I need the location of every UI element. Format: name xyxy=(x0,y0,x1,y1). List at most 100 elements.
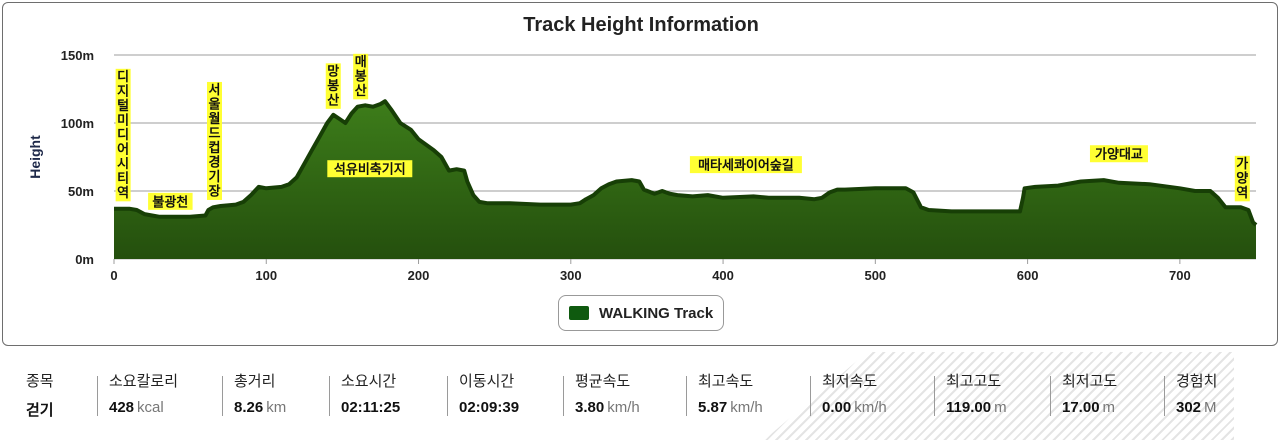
stat-unit: km/h xyxy=(730,399,763,416)
stat-item: 이동시간 02:09:39 xyxy=(447,370,519,422)
annotation-bg xyxy=(689,156,802,174)
x-tick-label: 600 xyxy=(1017,268,1039,283)
annotation-bg xyxy=(353,53,369,100)
stat-label: 경험치 xyxy=(1176,373,1218,390)
stat-label: 최고고도 xyxy=(946,373,1002,390)
stat-unit: km xyxy=(266,399,287,416)
stat-separator xyxy=(447,376,448,416)
y-tick-label: 150m xyxy=(61,48,94,63)
stat-separator xyxy=(97,376,98,416)
stat-value: 8.26 xyxy=(234,399,264,416)
stat-value: 02:09:39 xyxy=(459,399,520,416)
stat-item: 총거리 8.26 km xyxy=(222,370,286,422)
annotation-label: 석유비축기지 xyxy=(334,162,406,177)
stat-value-row: 17.00 m xyxy=(1062,399,1117,416)
stat-item: 최고고도 119.00 m xyxy=(934,370,1007,422)
x-tick-label: 400 xyxy=(712,268,734,283)
stat-separator xyxy=(1050,376,1051,416)
stat-value-row: 걷기 xyxy=(26,399,54,420)
annotation-bg xyxy=(1089,145,1148,163)
stat-label: 최저속도 xyxy=(822,373,878,390)
stat-value-row: 02:11:25 xyxy=(341,399,400,416)
annotation-label: 불광천 xyxy=(152,194,188,209)
elevation-area xyxy=(114,101,1256,259)
stat-label: 평균속도 xyxy=(575,373,631,390)
annotation-bg xyxy=(327,160,413,178)
annotation-label: 매타세콰이어숲길 xyxy=(698,158,794,173)
x-tick-label: 100 xyxy=(255,268,277,283)
legend-label: WALKING Track xyxy=(599,304,714,322)
stat-item: 종목 걷기 xyxy=(26,370,54,422)
stat-value: 17.00 xyxy=(1062,399,1100,416)
stat-separator xyxy=(1164,376,1165,416)
stat-item: 평균속도 3.80 km/h xyxy=(563,370,640,422)
stat-separator xyxy=(686,376,687,416)
stat-label: 이동시간 xyxy=(459,373,515,390)
stat-item: 최저고도 17.00 m xyxy=(1050,370,1118,422)
stat-value: 걷기 xyxy=(26,402,54,419)
stat-value-row: 5.87 km/h xyxy=(698,399,763,416)
annotation: 가양대교 xyxy=(1089,145,1148,163)
annotation-label: 가양대교 xyxy=(1095,147,1143,162)
x-tick-label: 0 xyxy=(110,268,117,283)
stat-unit: kcal xyxy=(137,399,164,416)
stat-separator xyxy=(934,376,935,416)
stat-item: 소요시간 02:11:25 xyxy=(329,370,400,422)
stat-value-row: 3.80 km/h xyxy=(575,399,640,416)
annotation: 불광천 xyxy=(148,192,193,210)
stat-value-row: 302 M xyxy=(1176,399,1217,416)
legend-swatch xyxy=(569,306,589,320)
y-tick-label: 50m xyxy=(68,184,94,199)
stat-value: 5.87 xyxy=(698,399,728,416)
x-tick-label: 500 xyxy=(864,268,886,283)
stat-label: 소요시간 xyxy=(341,373,397,390)
stat-separator xyxy=(329,376,330,416)
stats-edge xyxy=(1234,352,1282,440)
legend[interactable]: WALKING Track xyxy=(558,295,724,331)
stat-unit: km/h xyxy=(854,399,887,416)
stat-item: 최저속도 0.00 km/h xyxy=(810,370,887,422)
stat-unit: km/h xyxy=(607,399,640,416)
x-tick-label: 300 xyxy=(560,268,582,283)
stat-value: 119.00 xyxy=(946,399,992,416)
y-tick-label: 100m xyxy=(61,116,94,131)
stat-item: 소요칼로리 428 kcal xyxy=(97,370,179,422)
stat-value: 3.80 xyxy=(575,399,605,416)
stat-unit: M xyxy=(1204,399,1217,416)
annotation: 매타세콰이어숲길 xyxy=(689,156,802,174)
stat-unit: m xyxy=(994,399,1007,416)
stat-value-row: 02:09:39 xyxy=(459,399,519,416)
stat-unit: m xyxy=(1102,399,1116,416)
stat-value-row: 119.00 m xyxy=(946,399,1007,416)
stat-value-row: 8.26 km xyxy=(234,399,286,416)
stat-value: 302 xyxy=(1176,399,1202,416)
annotation-bg xyxy=(1234,155,1250,202)
chart-title: Track Height Information xyxy=(523,14,759,36)
stat-separator xyxy=(222,376,223,416)
stat-label: 총거리 xyxy=(234,373,276,390)
annotation-bg xyxy=(115,68,131,202)
stat-value-row: 0.00 km/h xyxy=(822,399,887,416)
stat-item: 최고속도 5.87 km/h xyxy=(686,370,763,422)
y-axis-label: Height xyxy=(27,135,43,179)
stat-value-row: 428 kcal xyxy=(109,399,178,416)
stat-value: 0.00 xyxy=(822,399,852,416)
stat-label: 최저고도 xyxy=(1062,373,1118,390)
stat-value: 02:11:25 xyxy=(341,399,401,416)
stat-separator xyxy=(563,376,564,416)
x-tick-label: 700 xyxy=(1169,268,1191,283)
annotation-bg xyxy=(148,192,193,210)
stats-bar: 종목 걷기 소요칼로리 428 kcal 총거리 8.26 km 소요시간 02:11:25 이동시… xyxy=(0,352,1282,440)
elevation-line xyxy=(114,99,1258,227)
stat-label: 소요칼로리 xyxy=(109,373,179,390)
stat-label: 최고속도 xyxy=(698,373,754,390)
